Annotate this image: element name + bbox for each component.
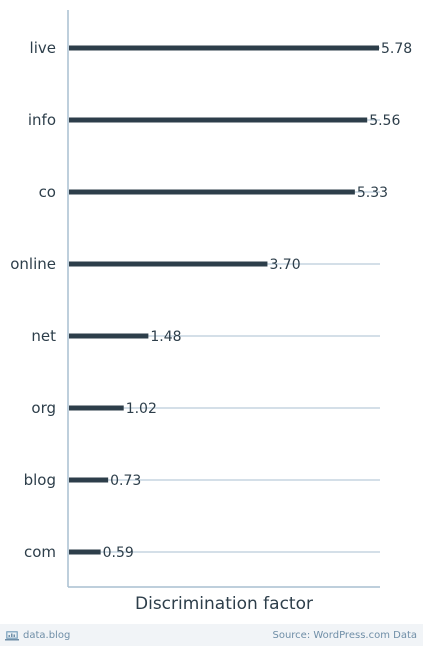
value-label-info: 5.56 — [369, 113, 400, 129]
value-label-blog: 0.73 — [110, 473, 141, 489]
value-labels: 5.78 5.56 5.33 3.70 1.48 1.02 0.73 0.59 — [103, 41, 413, 561]
category-label-org: org — [31, 399, 56, 417]
category-label-blog: blog — [24, 471, 56, 489]
value-label-online: 3.70 — [269, 257, 300, 273]
value-label-live: 5.78 — [381, 41, 412, 57]
source-credit: Source: WordPress.com Data — [272, 629, 417, 641]
category-label-co: co — [39, 183, 56, 201]
footer-bar: data.blog Source: WordPress.com Data — [0, 624, 423, 646]
value-label-com: 0.59 — [103, 545, 134, 561]
value-label-co: 5.33 — [357, 185, 388, 201]
category-label-net: net — [31, 327, 56, 345]
category-labels: live info co online net org blog com — [10, 39, 56, 561]
category-label-live: live — [30, 39, 56, 57]
data-blog-icon — [5, 631, 19, 641]
x-axis-title: Discrimination factor — [135, 594, 313, 614]
brand-name: data.blog — [23, 629, 71, 641]
category-label-info: info — [28, 111, 56, 129]
value-label-org: 1.02 — [126, 401, 157, 417]
brand[interactable]: data.blog — [5, 629, 70, 641]
bars — [69, 45, 379, 555]
category-label-com: com — [24, 543, 56, 561]
value-label-net: 1.48 — [150, 329, 181, 345]
category-label-online: online — [10, 255, 56, 273]
